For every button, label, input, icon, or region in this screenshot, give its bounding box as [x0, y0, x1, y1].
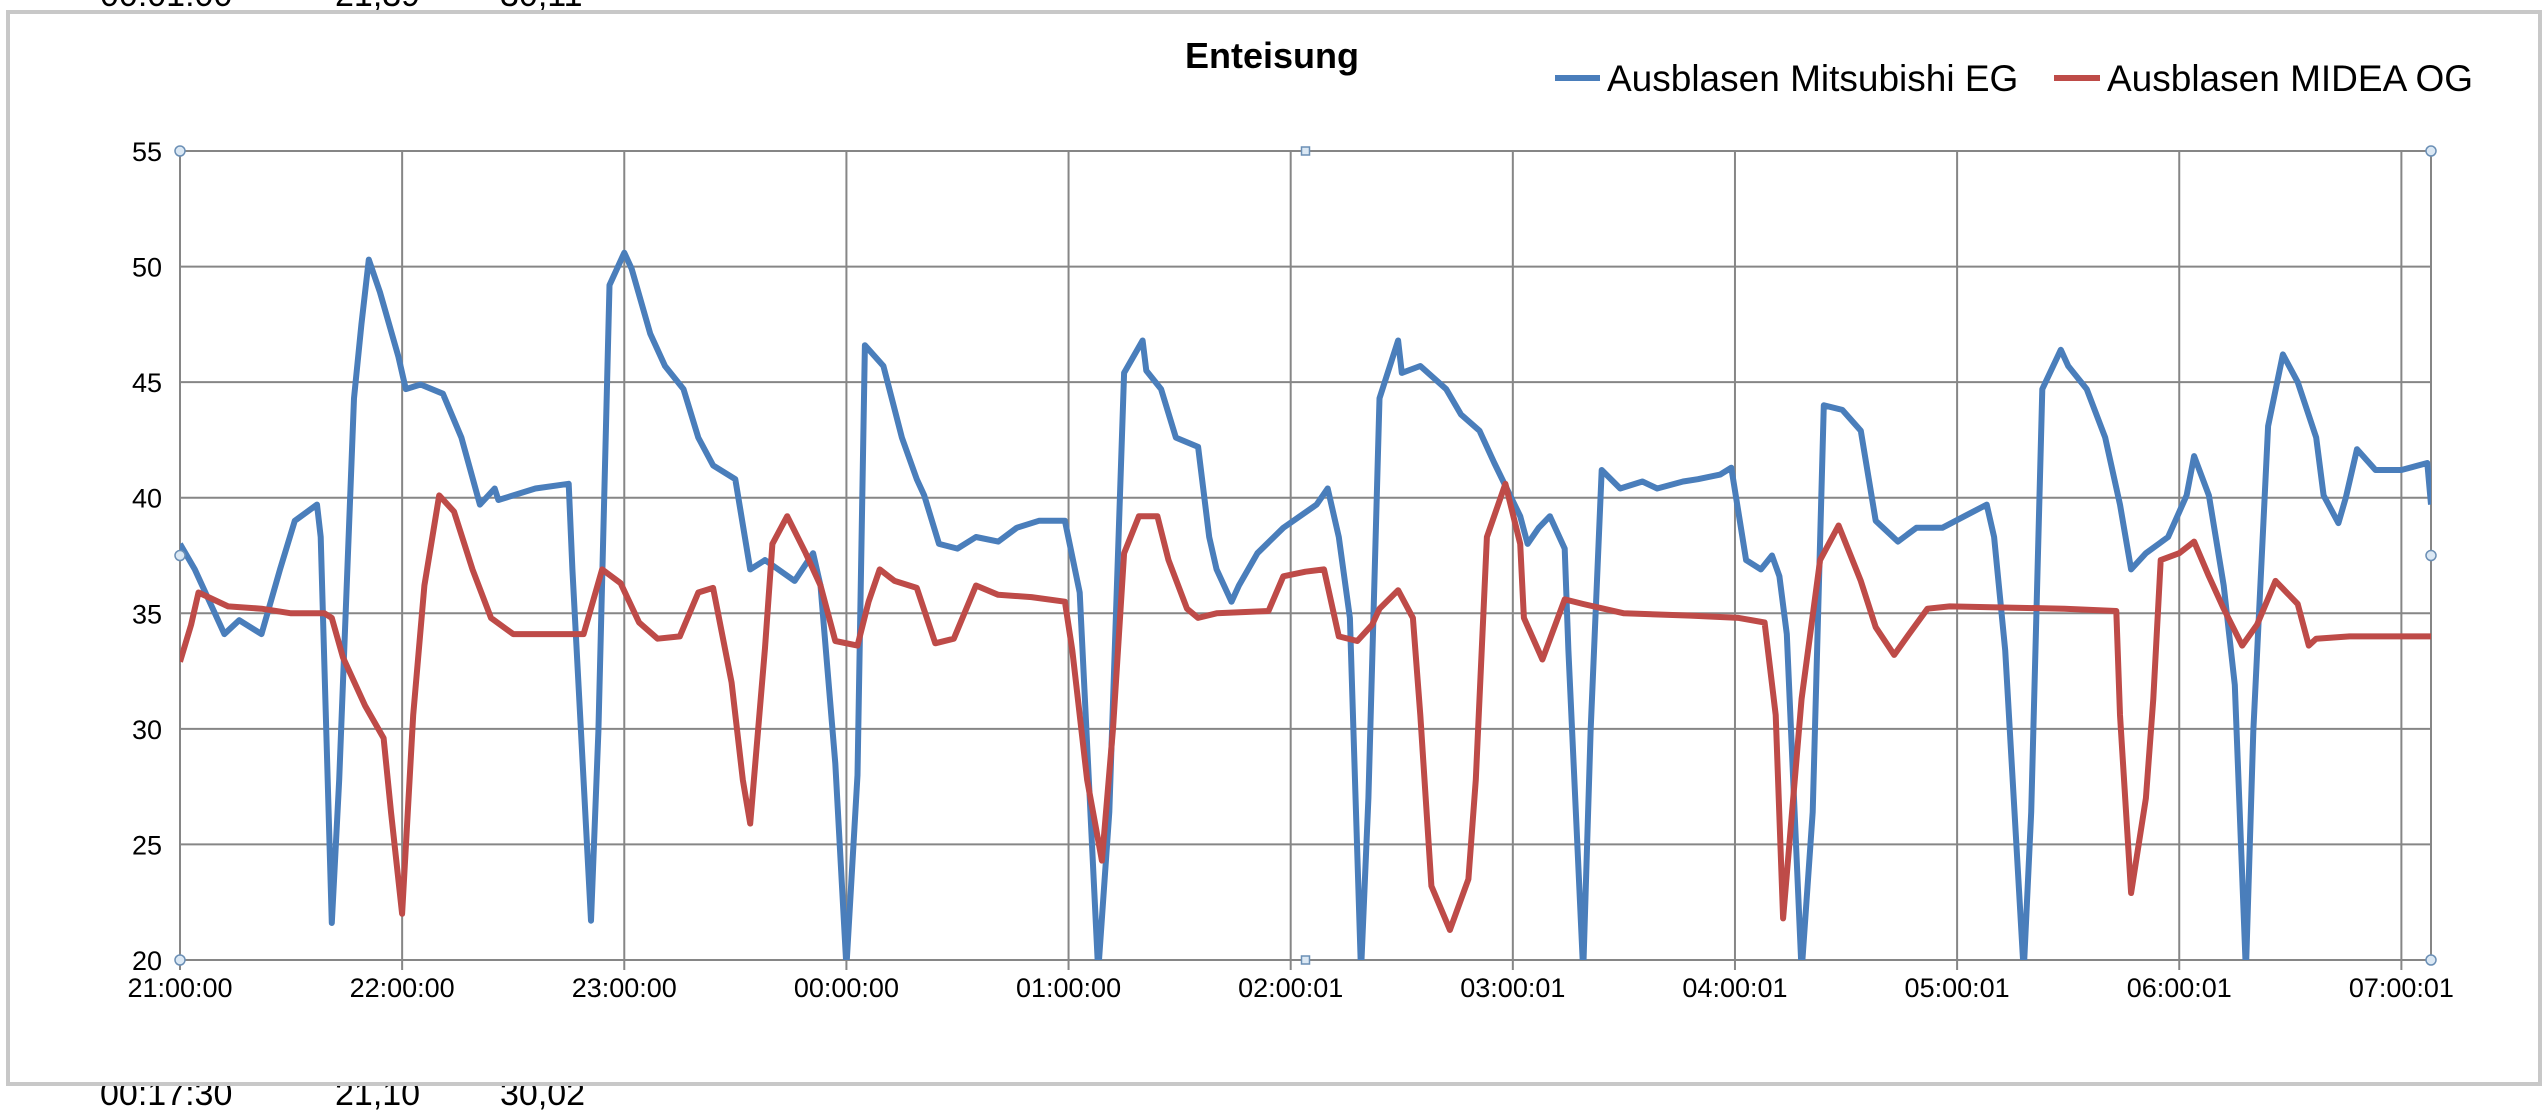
x-tick-label: 22:00:00: [350, 973, 455, 1003]
series-line-1[interactable]: [180, 480, 2431, 933]
y-tick-label: 25: [132, 830, 162, 860]
plot-area-handles: [174, 145, 2437, 966]
chart-area[interactable]: [6, 10, 2542, 1086]
x-tick-label: 01:00:00: [1016, 973, 1121, 1003]
legend-label-mitsubishi: Ausblasen Mitsubishi EG: [1607, 58, 2018, 99]
series-line-0[interactable]: [180, 249, 2431, 972]
resize-handle[interactable]: [2425, 145, 2437, 157]
x-tick-label: 23:00:00: [572, 973, 677, 1003]
x-tick-label: 21:00:00: [127, 973, 232, 1003]
gridlines: [179, 150, 2432, 970]
x-tick-label: 07:00:01: [2349, 973, 2454, 1003]
y-tick-label: 55: [132, 137, 162, 167]
y-tick-label: 40: [132, 484, 162, 514]
chart-title: Enteisung: [1185, 35, 1359, 76]
y-tick-label: 30: [132, 715, 162, 745]
resize-handle[interactable]: [2425, 549, 2437, 562]
x-tick-label: 05:00:01: [1905, 973, 2010, 1003]
x-tick-label: 03:00:01: [1460, 973, 1565, 1003]
resize-handle[interactable]: [174, 549, 186, 562]
x-tick-label: 00:00:00: [794, 973, 899, 1003]
x-tick-label: 02:00:01: [1238, 973, 1343, 1003]
resize-handle[interactable]: [2425, 954, 2437, 966]
series-lines: [180, 249, 2431, 972]
legend-label-midea: Ausblasen MIDEA OG: [2107, 58, 2473, 99]
x-tick-label: 06:00:01: [2127, 973, 2232, 1003]
legend: Ausblasen Mitsubishi EG Ausblasen MIDEA …: [1555, 58, 2473, 99]
y-tick-label: 35: [132, 599, 162, 629]
y-tick-label: 50: [132, 253, 162, 283]
y-tick-label: 45: [132, 368, 162, 398]
x-axis: 21:00:00 22:00:00 23:00:00 00:00:00 01:00:00…: [127, 973, 2453, 1003]
y-axis: 20 25 30 35 40 45 50 55: [132, 137, 162, 976]
y-tick-label: 20: [132, 946, 162, 976]
resize-handle[interactable]: [174, 145, 186, 157]
x-tick-label: 04:00:01: [1682, 973, 1787, 1003]
resize-handle[interactable]: [1300, 146, 1311, 156]
resize-handle[interactable]: [174, 954, 186, 966]
resize-handle[interactable]: [1300, 955, 1311, 965]
